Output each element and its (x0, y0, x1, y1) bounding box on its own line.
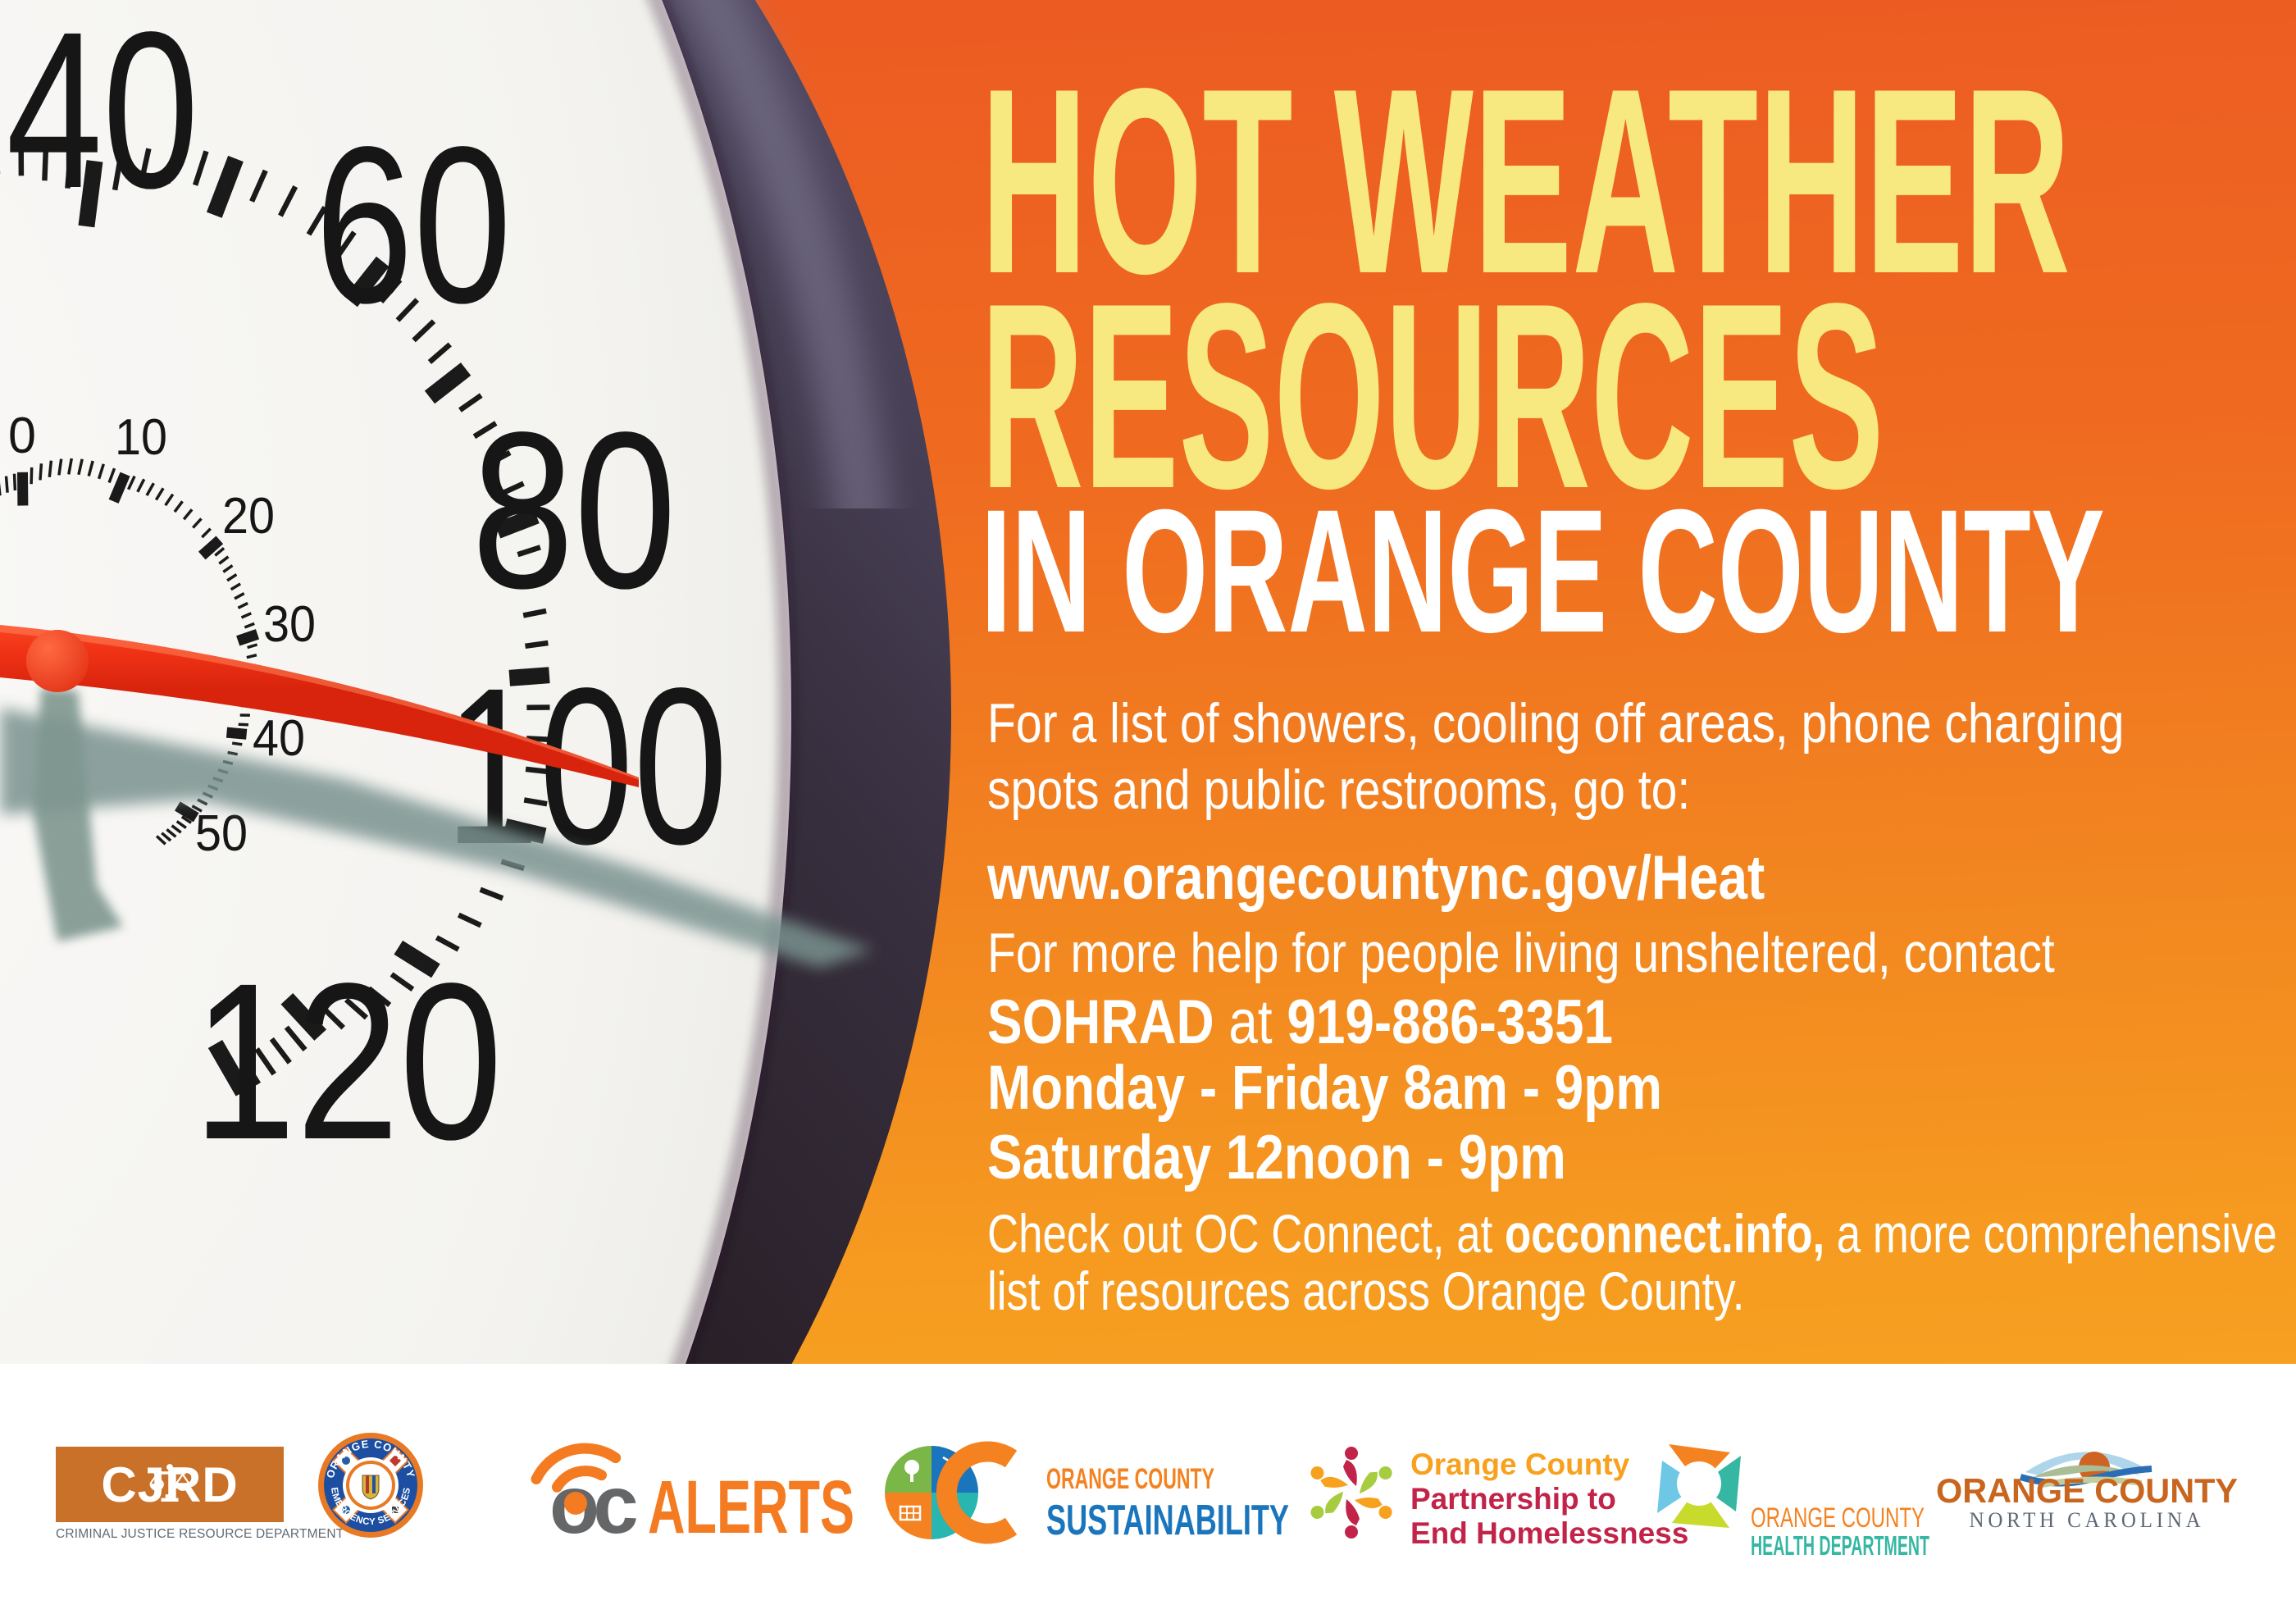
poster-title-line2: RESOURCES (981, 249, 1884, 544)
dial-fahrenheit-label-80: 80 (472, 385, 676, 635)
dial-rim (0, 0, 951, 1364)
logo-orange-county-nc: ORANGE COUNTY NORTH CAROLINA (1936, 1452, 2238, 1532)
pivot-stem-shadow (33, 687, 123, 941)
needle (0, 625, 639, 787)
dial-tick-marks (0, 137, 550, 1096)
dial-fahrenheit-label-120: 120 (193, 937, 503, 1186)
oc-alerts-oc: oc (549, 1459, 636, 1551)
sohrad-connector: at (1214, 987, 1287, 1057)
badge-crest (362, 1475, 380, 1500)
dial-fahrenheit-label-60: 60 (315, 100, 512, 349)
unsheltered-help-line: For more help for people living unshelte… (987, 922, 2055, 984)
dial-celsius-label-40: 40 (253, 710, 305, 767)
needle-pivot-ball (26, 630, 89, 692)
county-line1: ORANGE COUNTY (1936, 1471, 2238, 1510)
dial-celsius-label-10: 10 (115, 409, 167, 466)
dial-celsius-label-50: 50 (195, 805, 248, 862)
dial-face (0, 0, 791, 1364)
sohrad-name: SOHRAD (987, 987, 1214, 1057)
partnership-line3: End Homelessness (1410, 1516, 1688, 1550)
poster-title-line3: IN ORANGE COUNTY (981, 473, 2105, 669)
sustainability-line2: SUSTAINABILITY (1046, 1497, 1289, 1544)
hours-weekday: Monday - Friday 8am - 9pm (987, 1053, 1663, 1123)
logo-oc-sustainability: ORANGE COUNTY SUSTAINABILITY (885, 1441, 1289, 1544)
dial-fahrenheit-label-40: 40 (7, 0, 199, 235)
health-line1: ORANGE COUNTY (1751, 1502, 1925, 1534)
sustainability-c-icon (936, 1441, 1018, 1544)
county-line2: NORTH CAROLINA (1970, 1508, 2205, 1532)
occonnect-post: a more comprehensive (1824, 1203, 2277, 1264)
hours-saturday: Saturday 12noon - 9pm (987, 1123, 1566, 1192)
footer-logo-bar: CJRD CRIMINAL JUSTICE RESOURCE DEPARTMEN… (0, 1364, 2296, 1623)
county-landscape-icon (2019, 1452, 2152, 1488)
sohrad-phone-number[interactable]: 919-886-3351 (1287, 987, 1613, 1057)
partnership-line2: Partnership to (1410, 1482, 1616, 1516)
logo-cjrd: CJRD CRIMINAL JUSTICE RESOURCE DEPARTMEN… (56, 1447, 344, 1542)
health-line2: HEALTH DEPARTMENT (1751, 1530, 1929, 1561)
dial-celsius-label-30: 30 (263, 596, 316, 653)
logo-oc-alerts: oc ALERTS (531, 1443, 854, 1551)
partnership-line1: Orange County (1410, 1447, 1630, 1481)
logo-partnership-end-homelessness: Orange County Partnership to End Homeles… (1310, 1447, 1688, 1550)
people-circle-icon (1310, 1447, 1392, 1539)
health-pinwheel-icon (1657, 1444, 1741, 1528)
occonnect-site-link[interactable]: occonnect.info, (1504, 1203, 1825, 1264)
intro-line2: spots and public restrooms, go to: (987, 759, 1691, 821)
sustainability-line1: ORANGE COUNTY (1046, 1463, 1214, 1495)
occonnect-line2: list of resources across Orange County. (987, 1261, 1745, 1321)
dial-celsius-label-0: 0 (8, 408, 36, 464)
heat-url-link[interactable]: www.orangecountync.gov/Heat (987, 843, 1765, 913)
occonnect-pre: Check out OC Connect, at (987, 1203, 1505, 1264)
scales-of-justice-icon (149, 1464, 190, 1502)
oc-alerts-alerts: ALERTS (648, 1466, 854, 1549)
needle-shadow (0, 708, 873, 968)
logo-oc-health-department: ORANGE COUNTY HEALTH DEPARTMENT (1657, 1444, 1929, 1561)
wifi-signal-icon (531, 1443, 622, 1493)
logo-emergency-services-badge: ORANGE COUNTY EMERGENCY SERVICES (318, 1433, 423, 1538)
poster-title-line1: HOT WEATHER (981, 34, 2070, 329)
dial-fahrenheit-label-100: 100 (445, 641, 728, 891)
intro-line1: For a list of showers, cooling off areas… (987, 692, 2125, 755)
sohrad-contact-line: SOHRAD at 919-886-3351 (987, 992, 1732, 1054)
cjrd-caption: CRIMINAL JUSTICE RESOURCE DEPARTMENT (56, 1527, 344, 1541)
occonnect-line1: Check out OC Connect, at occonnect.info,… (987, 1206, 2296, 1261)
dial-celsius-label-20: 20 (222, 488, 275, 545)
badge-diamond-symbols (342, 1454, 402, 1514)
alert-dot-icon (564, 1492, 587, 1515)
